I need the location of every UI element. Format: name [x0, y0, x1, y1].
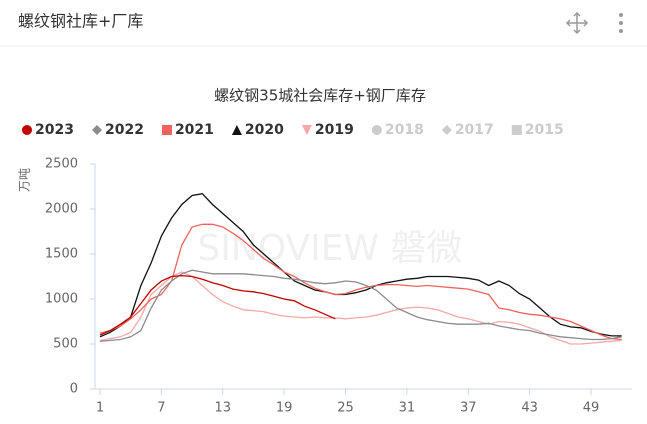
- legend-item[interactable]: 2019: [301, 122, 354, 138]
- legend-marker: [231, 125, 242, 135]
- y-tick-label: 2500: [45, 157, 78, 172]
- legend-item[interactable]: 2020: [231, 122, 284, 138]
- legend-label: 2020: [245, 122, 284, 138]
- x-tick-label: 31: [399, 401, 416, 416]
- series-line: [99, 192, 622, 338]
- watermark: SINOVIEW 磐微: [197, 228, 462, 269]
- legend-marker: [91, 125, 102, 135]
- y-tick-label: 0: [70, 382, 78, 397]
- series-line: [99, 223, 622, 341]
- x-tick-label: 43: [521, 401, 538, 416]
- series-line: [99, 274, 336, 336]
- legend-label: 2015: [525, 122, 564, 138]
- x-tick-label: 37: [460, 401, 477, 416]
- series-line: [99, 269, 622, 342]
- y-tick-label: 500: [53, 337, 78, 352]
- legend-marker: [301, 125, 312, 135]
- legend-item[interactable]: 2023: [22, 122, 74, 138]
- legend-label: 2022: [105, 122, 144, 138]
- chart-title: 螺纹钢35城社会库存+钢厂库存: [214, 87, 426, 105]
- legend-item[interactable]: 2017: [441, 122, 494, 138]
- legend-marker: [22, 125, 32, 135]
- y-tick-label: 1500: [45, 247, 78, 262]
- x-tick-label: 49: [583, 401, 600, 416]
- y-tick-label: 2000: [45, 202, 78, 217]
- legend-item[interactable]: 2018: [371, 122, 424, 138]
- legend-label: 2021: [175, 122, 214, 138]
- legend-marker: [511, 125, 522, 135]
- y-axis-label: 万吨: [18, 168, 32, 192]
- legend-label: 2017: [455, 122, 494, 138]
- legend-label: 2019: [315, 122, 354, 138]
- move-icon[interactable]: [565, 11, 589, 35]
- x-tick-label: 19: [276, 401, 293, 416]
- x-tick-label: 13: [214, 401, 231, 416]
- legend-label: 2023: [35, 122, 74, 138]
- legend-marker: [441, 125, 452, 135]
- x-tick-label: 1: [96, 401, 104, 416]
- more-icon[interactable]: [619, 13, 623, 33]
- legend-item[interactable]: 2015: [511, 122, 564, 138]
- legend-item[interactable]: 2021: [161, 122, 214, 138]
- series-line: [99, 271, 622, 345]
- x-tick-label: 7: [157, 401, 165, 416]
- legend-item[interactable]: 2022: [91, 122, 144, 138]
- legend-marker: [161, 125, 172, 135]
- legend-marker: [371, 125, 382, 135]
- card-title: 螺纹钢社库+厂库: [18, 12, 143, 31]
- legend-label: 2018: [385, 122, 424, 138]
- y-tick-label: 1000: [45, 292, 78, 307]
- x-tick-label: 25: [337, 401, 354, 416]
